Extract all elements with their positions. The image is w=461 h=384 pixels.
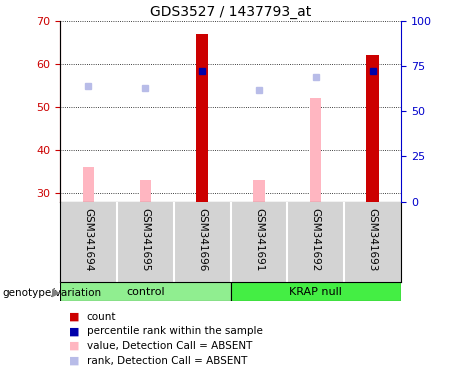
Text: count: count	[87, 312, 116, 322]
Bar	[196, 193, 208, 202]
Text: ▶: ▶	[52, 288, 60, 298]
Text: GSM341696: GSM341696	[197, 208, 207, 271]
Text: ■: ■	[69, 312, 80, 322]
Text: GSM341691: GSM341691	[254, 208, 264, 271]
Text: GSM341692: GSM341692	[311, 208, 321, 271]
Text: GSM341695: GSM341695	[140, 208, 150, 271]
Text: ■: ■	[69, 326, 80, 336]
Bar	[83, 167, 94, 202]
Text: rank, Detection Call = ABSENT: rank, Detection Call = ABSENT	[87, 356, 247, 366]
Bar	[366, 56, 379, 202]
Text: ■: ■	[69, 341, 80, 351]
Text: percentile rank within the sample: percentile rank within the sample	[87, 326, 263, 336]
Text: GSM341693: GSM341693	[367, 208, 378, 271]
Text: control: control	[126, 287, 165, 297]
Title: GDS3527 / 1437793_at: GDS3527 / 1437793_at	[150, 5, 311, 19]
Bar	[310, 98, 321, 202]
Text: GSM341694: GSM341694	[83, 208, 94, 271]
Text: ■: ■	[69, 356, 80, 366]
Bar	[367, 193, 378, 202]
Bar	[230, 282, 401, 301]
Bar	[253, 180, 265, 202]
Text: KRAP null: KRAP null	[290, 287, 342, 297]
Bar	[196, 34, 208, 202]
Bar	[60, 282, 230, 301]
Text: value, Detection Call = ABSENT: value, Detection Call = ABSENT	[87, 341, 252, 351]
Bar	[140, 180, 151, 202]
Text: genotype/variation: genotype/variation	[2, 288, 101, 298]
